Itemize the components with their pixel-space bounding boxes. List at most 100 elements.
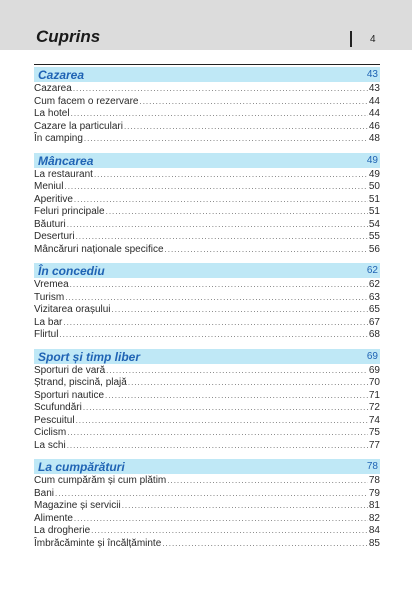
- entry-page-number: 81: [368, 500, 380, 511]
- entry-page-number: 43: [368, 83, 380, 94]
- entry-page-number: 78: [368, 475, 380, 486]
- entry-label: Flirtul: [34, 329, 59, 340]
- section-title: Mâncarea: [38, 153, 94, 168]
- toc-entry: Cum cumpărăm și cum plătim 78: [34, 475, 380, 488]
- dot-leader: [167, 475, 368, 488]
- toc-entry: Sporturi nautice 71: [34, 390, 380, 403]
- toc-entry: La schi 77: [34, 440, 380, 453]
- toc-entry: La drogherie 84: [34, 525, 380, 538]
- section-page-number: 78: [366, 461, 378, 472]
- entry-label: Ciclism: [34, 427, 67, 438]
- dot-leader: [76, 231, 368, 244]
- entry-page-number: 85: [368, 537, 380, 549]
- entry-label: Magazine și servicii: [34, 500, 121, 511]
- toc-entry: Deserturi 55: [34, 231, 380, 244]
- dot-leader: [128, 377, 368, 390]
- section-title: Sport și timp liber: [38, 349, 141, 364]
- dot-leader: [71, 108, 368, 121]
- toc-entry: La bar 67: [34, 317, 380, 330]
- dot-leader: [55, 488, 368, 501]
- entry-page-number: 74: [368, 414, 380, 426]
- toc-entry: Magazine și servicii 81: [34, 500, 380, 513]
- entry-page-number: 84: [368, 525, 380, 536]
- toc-entry: Aperitive 51: [34, 194, 380, 207]
- section-page-number: 49: [366, 154, 378, 166]
- dot-leader: [74, 513, 368, 526]
- entry-label: Cum facem o rezervare: [34, 95, 139, 107]
- toc-section: La cumpărături 78 Cum cumpărăm și cum plăt…: [34, 459, 380, 550]
- toc-entry: Mâncăruri naționale specifice 56: [34, 244, 380, 257]
- entry-label: Băuturi: [34, 218, 66, 230]
- toc-entry: Sporturi de vară 69: [34, 365, 380, 378]
- entry-page-number: 72: [368, 402, 380, 413]
- entry-label: Ștrand, piscină, plajă: [34, 377, 127, 388]
- entry-label: Sporturi de vară: [34, 364, 106, 376]
- toc-entry: Cum facem o rezervare 44: [34, 96, 380, 109]
- toc-entry: Cazarea 43: [34, 83, 380, 96]
- entry-label: În camping: [34, 133, 83, 144]
- entry-label: La bar: [34, 316, 63, 328]
- toc-entry: Alimente 82: [34, 513, 380, 526]
- dot-leader: [94, 169, 368, 182]
- entry-label: Pescuitul: [34, 414, 75, 426]
- entry-page-number: 68: [368, 329, 380, 340]
- dot-leader: [67, 219, 368, 232]
- dot-leader: [122, 500, 368, 513]
- toc-section: În concediu62Vremea62Turism63Vizitarea o…: [34, 263, 380, 342]
- entry-label: Sporturi nautice: [34, 389, 105, 401]
- entry-page-number: 79: [368, 487, 380, 499]
- toc-entry: Scufundări 72: [34, 402, 380, 415]
- entry-label: Vizitarea orașului: [34, 304, 111, 315]
- toc-entry: Meniul 50: [34, 181, 380, 194]
- dot-leader: [165, 244, 368, 257]
- entry-label: Îmbrăcăminte și încălțăminte: [34, 537, 162, 549]
- entry-label: Mâncăruri naționale specifice: [34, 243, 164, 255]
- entry-page-number: 65: [368, 304, 380, 315]
- dot-leader: [139, 96, 367, 109]
- entry-page-number: 67: [368, 316, 380, 328]
- entry-page-number: 82: [368, 512, 380, 524]
- toc-entry: Vremea 62: [34, 279, 380, 292]
- entry-page-number: 69: [368, 364, 380, 376]
- dot-leader: [67, 427, 368, 440]
- section-header: Mâncarea 49: [34, 152, 380, 168]
- top-rule: [34, 64, 380, 65]
- dot-leader: [91, 525, 368, 538]
- dot-leader: [67, 440, 368, 453]
- entry-page-number: 51: [368, 193, 380, 205]
- entry-label: Aperitive: [34, 193, 73, 205]
- section-title: Cazarea: [38, 68, 85, 82]
- entry-label: Alimente: [34, 512, 73, 524]
- toc-entry: Ciclism 75: [34, 427, 380, 440]
- dot-leader: [84, 133, 368, 146]
- dot-leader: [73, 83, 368, 96]
- page-header: Cuprins 4: [0, 0, 412, 50]
- entry-label: Feluri principale: [34, 206, 105, 217]
- entry-label: Cazare la particulari: [34, 120, 123, 132]
- toc-entry: Pescuitul 74: [34, 415, 380, 428]
- entry-page-number: 49: [368, 168, 380, 180]
- entry-page-number: 56: [368, 243, 380, 255]
- entry-page-number: 48: [368, 133, 380, 144]
- page-number: 4: [370, 34, 376, 45]
- entry-label: Vremea: [34, 279, 69, 290]
- entry-label: Deserturi: [34, 231, 75, 242]
- entry-label: La drogherie: [34, 525, 91, 536]
- entry-label: Cazarea: [34, 83, 72, 94]
- dot-leader: [59, 329, 367, 342]
- toc-entry: Feluri principale 51: [34, 206, 380, 219]
- section-page-number: 43: [366, 69, 378, 80]
- dot-leader: [65, 292, 368, 305]
- entry-page-number: 71: [368, 389, 380, 401]
- entry-label: Scufundări: [34, 402, 82, 413]
- entry-page-number: 63: [368, 291, 380, 303]
- entry-label: Bani: [34, 487, 55, 499]
- dot-leader: [74, 194, 368, 207]
- page-title: Cuprins: [36, 27, 101, 46]
- entry-page-number: 44: [368, 108, 380, 119]
- section-page-number: 62: [366, 265, 378, 276]
- toc-entry: Ștrand, piscină, plajă 70: [34, 377, 380, 390]
- header-divider: [350, 31, 352, 47]
- section-header: Cazarea 43: [34, 67, 380, 82]
- toc-section: Cazarea 43 Cazarea 43 Cum facem o rezervare 4…: [34, 67, 380, 146]
